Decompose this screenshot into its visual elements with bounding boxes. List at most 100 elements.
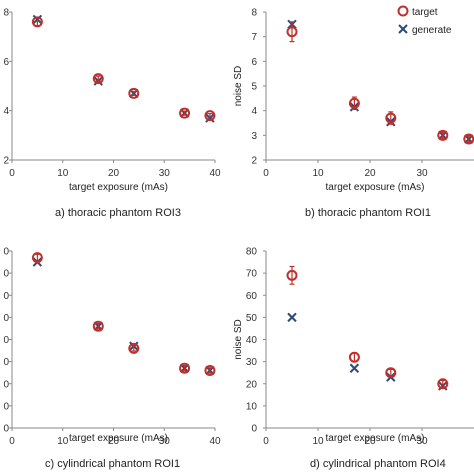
y-tick-label: 8 bbox=[3, 8, 9, 19]
x-tick-label: 30 bbox=[416, 436, 428, 447]
x-axis-label: target exposure (mAs) bbox=[326, 182, 425, 193]
x-tick-label: 10 bbox=[57, 436, 69, 447]
target-point bbox=[128, 87, 140, 99]
panel-caption: c) cylindrical phantom ROI1 bbox=[45, 458, 180, 470]
y-tick-label: 2 bbox=[3, 156, 9, 167]
y-tick-label: 4 bbox=[251, 106, 257, 117]
y-tick-label: 0 bbox=[3, 335, 9, 346]
y-tick-label: 6 bbox=[3, 57, 9, 68]
y-tick-label: 60 bbox=[246, 291, 258, 302]
target-point bbox=[179, 362, 191, 374]
target-point bbox=[31, 16, 43, 28]
x-tick-label: 20 bbox=[108, 168, 120, 179]
target-error-bar bbox=[440, 131, 446, 139]
target-point bbox=[437, 129, 449, 141]
plot-panel-2: 2 3 4 5 6 7 8 0 10 20 30 target exposure (mAs) noise… bbox=[233, 8, 474, 219]
legend-generated-marker bbox=[398, 24, 408, 34]
x-tick-label: 0 bbox=[9, 436, 15, 447]
legend-target-label: target bbox=[412, 7, 438, 18]
target-point bbox=[179, 107, 191, 119]
target-point bbox=[463, 133, 474, 145]
y-tick-label: 2 bbox=[251, 156, 257, 167]
x-tick-label: 20 bbox=[108, 436, 120, 447]
target-error-bar bbox=[131, 345, 137, 352]
y-tick-label: 3 bbox=[251, 131, 257, 142]
x-tick-label: 0 bbox=[263, 168, 269, 179]
generated-point bbox=[287, 312, 297, 323]
legend-target-marker bbox=[397, 5, 409, 17]
y-axis-label: noise SD bbox=[233, 66, 244, 107]
x-tick-label: 30 bbox=[416, 168, 428, 179]
target-point bbox=[128, 342, 140, 354]
target-error-bar bbox=[207, 113, 213, 119]
target-error-bar bbox=[466, 135, 472, 143]
x-tick-label: 0 bbox=[263, 436, 269, 447]
y-tick-label: 20 bbox=[246, 379, 258, 390]
x-tick-label: 10 bbox=[57, 168, 69, 179]
target-error-bar bbox=[95, 75, 101, 82]
y-tick-label: 0 bbox=[3, 269, 9, 280]
target-point bbox=[286, 26, 298, 38]
target-point bbox=[204, 110, 216, 122]
y-tick-label: 80 bbox=[246, 247, 258, 258]
y-axis-label: noise SD bbox=[233, 319, 244, 360]
y-tick-label: 4 bbox=[3, 106, 9, 117]
target-point bbox=[204, 364, 216, 376]
y-tick-label: 30 bbox=[246, 357, 258, 368]
y-tick-label: 40 bbox=[246, 335, 258, 346]
x-tick-label: 30 bbox=[159, 168, 171, 179]
target-point bbox=[92, 320, 104, 332]
y-tick-label: 0 bbox=[3, 357, 9, 368]
y-tick-label: 6 bbox=[251, 57, 257, 68]
y-tick-label: 0 bbox=[3, 401, 9, 412]
target-error-bar bbox=[182, 110, 188, 116]
target-point bbox=[92, 73, 104, 85]
y-tick-label: 8 bbox=[251, 8, 257, 19]
y-tick-label: 0 bbox=[3, 379, 9, 390]
target-error-bar bbox=[207, 367, 213, 374]
legend: target generate bbox=[397, 5, 452, 36]
x-tick-label: 20 bbox=[364, 436, 376, 447]
x-axis-label: target exposure (mAs) bbox=[326, 433, 425, 444]
panel-caption: d) cylindrical phantom ROI4 bbox=[310, 458, 446, 470]
target-point bbox=[31, 252, 43, 264]
x-tick-label: 10 bbox=[312, 168, 324, 179]
x-tick-label: 40 bbox=[209, 436, 221, 447]
target-error-bar bbox=[289, 265, 295, 285]
target-point bbox=[286, 269, 298, 281]
y-tick-label: 5 bbox=[251, 82, 257, 93]
x-tick-label: 40 bbox=[209, 168, 221, 179]
y-tick-label: 0 bbox=[3, 313, 9, 324]
y-tick-label: 0 bbox=[251, 424, 257, 435]
x-axis-label: target exposure (mAs) bbox=[69, 433, 168, 444]
y-tick-label: 70 bbox=[246, 269, 258, 280]
y-tick-label: 0 bbox=[3, 291, 9, 302]
x-tick-label: 10 bbox=[312, 436, 324, 447]
y-tick-label: 50 bbox=[246, 313, 258, 324]
y-tick-label: 0 bbox=[3, 424, 9, 435]
target-error-bar bbox=[289, 21, 295, 43]
target-point bbox=[385, 367, 397, 379]
target-error-bar bbox=[182, 365, 188, 372]
x-tick-label: 20 bbox=[364, 168, 376, 179]
y-tick-label: 0 bbox=[3, 247, 9, 258]
target-error-bar bbox=[95, 322, 101, 330]
legend-generated-label: generate bbox=[412, 25, 452, 36]
target-error-bar bbox=[131, 90, 137, 96]
x-tick-label: 0 bbox=[9, 168, 15, 179]
x-axis-label: target exposure (mAs) bbox=[69, 182, 168, 193]
y-tick-label: 10 bbox=[246, 401, 258, 412]
generated-point bbox=[349, 363, 360, 373]
target-point bbox=[348, 97, 360, 109]
panel-caption: b) thoracic phantom ROI1 bbox=[305, 207, 431, 219]
plot-panel-1: 2 4 6 8 0 10 20 30 40 target exposure (mAs) a) tho… bbox=[3, 8, 221, 220]
target-point bbox=[385, 112, 397, 124]
target-point bbox=[437, 378, 449, 390]
target-point bbox=[348, 351, 360, 363]
x-tick-label: 30 bbox=[159, 436, 171, 447]
panel-caption: a) thoracic phantom ROI3 bbox=[55, 207, 181, 219]
y-tick-label: 7 bbox=[251, 32, 257, 43]
